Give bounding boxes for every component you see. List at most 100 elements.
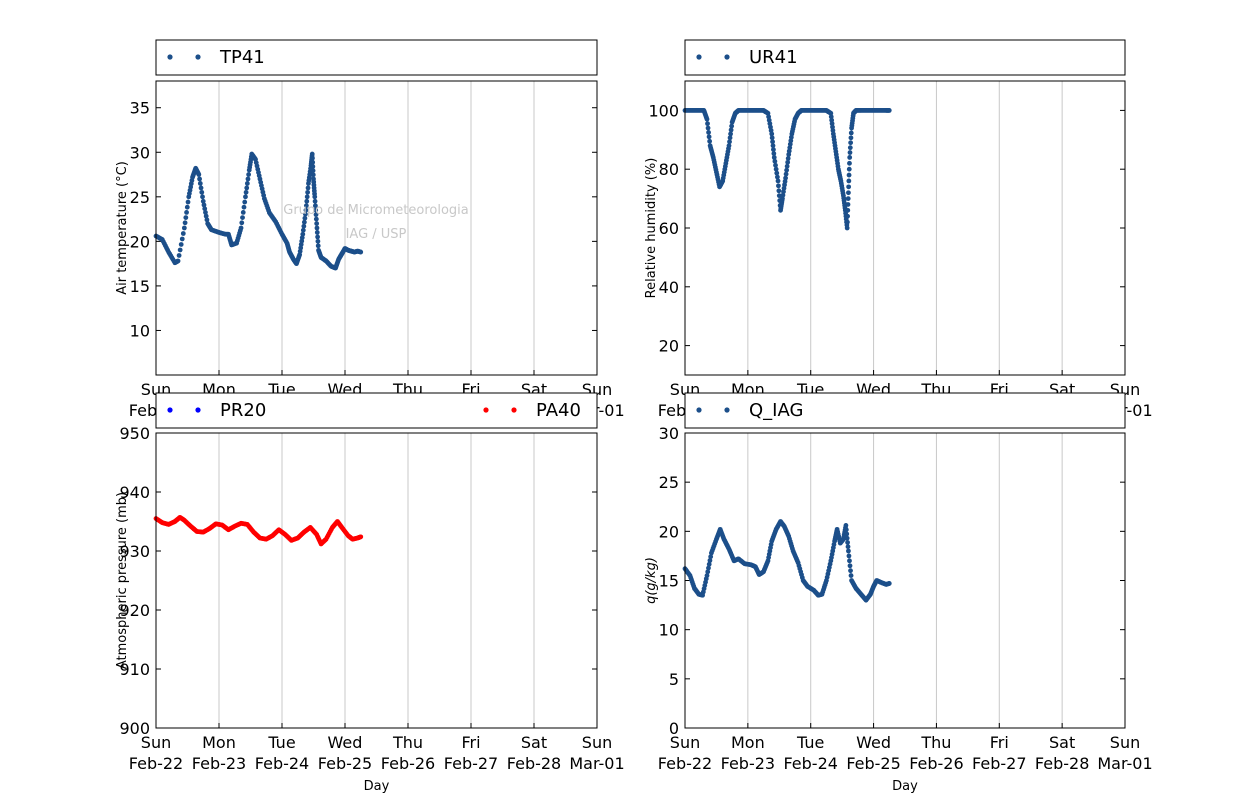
data-point [845, 202, 851, 207]
data-point [707, 138, 713, 144]
data-point [200, 194, 205, 200]
data-point [706, 565, 711, 571]
plot-frame [155, 80, 598, 376]
x-tick-weekday: Fri [990, 733, 1009, 752]
y-tick-label: 20 [659, 337, 679, 356]
data-point [312, 194, 318, 200]
data-point [313, 212, 319, 218]
data-point [244, 181, 250, 186]
data-point [705, 121, 710, 127]
y-tick-label: 20 [130, 232, 150, 251]
data-point [245, 176, 251, 182]
y-axis-label: Relative humidity (%) [644, 158, 659, 299]
data-point [704, 116, 710, 122]
x-tick-date: Feb-24 [783, 754, 837, 773]
x-tick-date: Feb-25 [846, 754, 900, 773]
data-point [847, 558, 852, 564]
data-point [846, 166, 852, 172]
data-point [240, 215, 245, 221]
panel-temperature: 101520253035SunFeb-22MonFeb-23TueFeb-24W… [115, 80, 625, 420]
x-tick-date: Feb-22 [129, 754, 183, 773]
legend-marker [696, 54, 702, 60]
y-tick-label: 950 [119, 424, 150, 443]
data-point [775, 174, 780, 180]
y-tick-label: 15 [659, 572, 679, 591]
data-point [313, 207, 319, 213]
x-tick-weekday: Sat [521, 733, 547, 752]
data-point [202, 206, 208, 212]
data-point [313, 216, 319, 222]
x-axis-label: Day [364, 779, 390, 794]
data-point [243, 189, 249, 195]
legend: TP41 [155, 39, 598, 76]
x-tick-date: Feb-26 [381, 754, 435, 773]
data-point [771, 155, 777, 160]
y-tick-label: 920 [119, 601, 150, 620]
data-point [303, 207, 309, 213]
y-tick-label: 30 [130, 143, 150, 162]
series-PA40 [153, 514, 364, 547]
legend-label: Q_IAG [749, 400, 803, 421]
data-point [848, 135, 854, 141]
data-point [240, 210, 246, 215]
panel-specific-humidity: 0 5 10 15 20 25 30 Sun Feb-22 Mon Feb-23 Tue Feb-24 W… [644, 424, 1153, 794]
data-point [303, 211, 308, 217]
plot-frame [155, 432, 598, 729]
x-tick-date: Feb-26 [909, 754, 963, 773]
data-point [181, 225, 187, 231]
y-tick-label: 80 [659, 160, 679, 179]
data-point [848, 568, 853, 574]
x-tick-weekday: Tue [267, 733, 295, 752]
legend-box [684, 392, 1126, 429]
data-point [183, 215, 189, 221]
data-point [239, 220, 245, 226]
data-point [184, 204, 190, 210]
x-tick-date: Feb-28 [1035, 754, 1089, 773]
data-point [771, 147, 776, 153]
data-point [301, 219, 307, 225]
data-point [847, 150, 853, 155]
y-tick-label: 25 [659, 473, 679, 492]
data-point [846, 553, 852, 559]
data-point [184, 210, 189, 215]
y-tick-label: 940 [119, 483, 150, 502]
data-point [844, 535, 850, 541]
data-point [301, 223, 307, 229]
data-point [729, 123, 735, 129]
y-axis-label: q(g/kg) [644, 557, 659, 604]
legend-label: PA40 [536, 400, 581, 421]
y-tick-label: 930 [119, 542, 150, 561]
legend-box [684, 39, 1126, 76]
data-point [848, 573, 854, 578]
legend-marker [167, 407, 173, 413]
data-point [305, 185, 311, 191]
data-point [185, 199, 191, 205]
x-tick-date: Mar-01 [569, 754, 624, 773]
x-tick-date: Feb-27 [972, 754, 1026, 773]
data-point [179, 236, 185, 242]
data-point [771, 151, 777, 156]
watermark-line1: Grupo de Micrometeorologia [283, 203, 469, 218]
legend-label: PR20 [220, 400, 266, 421]
x-tick-weekday: Wed [328, 733, 363, 752]
data-point [310, 164, 316, 169]
data-point [196, 172, 202, 177]
data-point [175, 258, 181, 264]
y-tick-label: 20 [659, 522, 679, 541]
data-point [784, 163, 790, 169]
data-point [315, 243, 321, 249]
data-point [886, 108, 892, 113]
data-point [304, 194, 310, 200]
data-point [182, 220, 188, 226]
data-point [242, 199, 248, 205]
x-tick-weekday: Sat [1049, 733, 1075, 752]
x-tick-date: Feb-24 [255, 754, 309, 773]
data-point [315, 238, 321, 244]
data-point [243, 194, 248, 200]
data-point [199, 189, 205, 195]
y-tick-label: 5 [669, 670, 679, 689]
data-point [776, 183, 781, 189]
data-point [775, 178, 781, 184]
data-point [704, 573, 710, 578]
